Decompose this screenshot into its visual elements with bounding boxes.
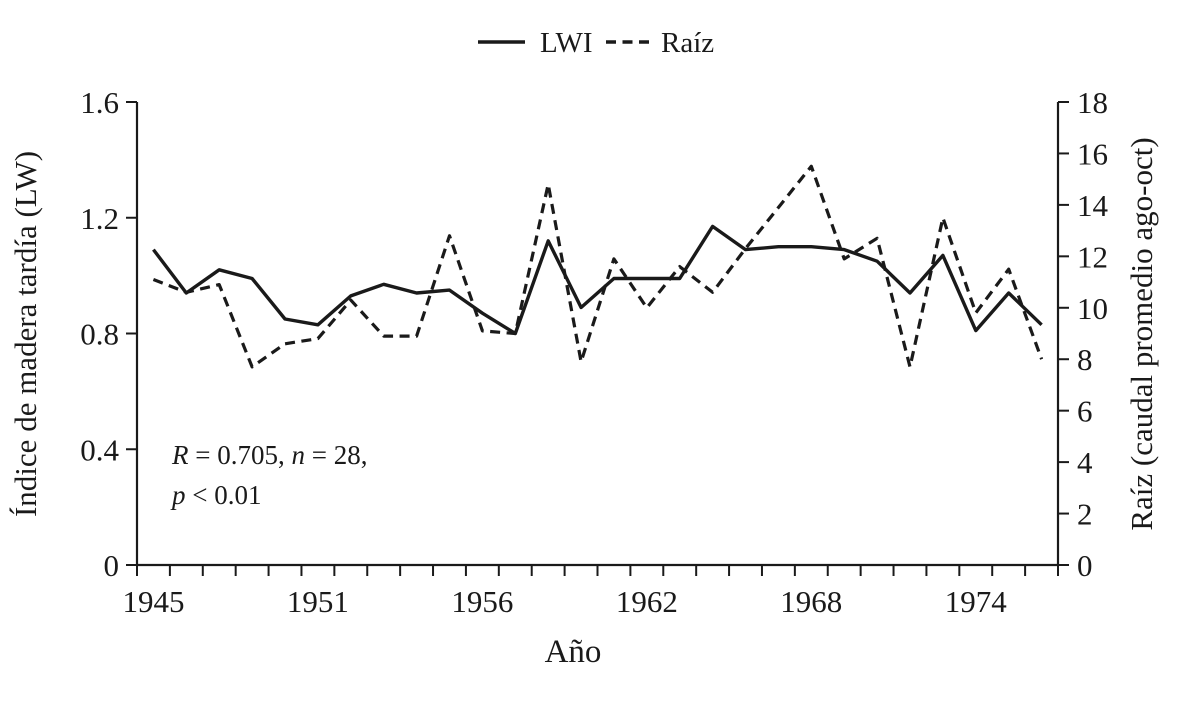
y-right-tick-label: 0 [1077,548,1093,583]
y-right-tick-label: 4 [1077,445,1093,480]
stats-annotation: R = 0.705, n = 28, p < 0.01 [170,440,367,510]
y-right-tick-label: 2 [1077,497,1093,532]
y-right-tick-label: 6 [1077,394,1093,429]
legend-lwi-label: LWI [540,27,593,59]
stats-r-symbol: R [171,440,189,470]
y-left-ticks: 0 0.4 0.8 1.2 1.6 [80,85,137,583]
y-left-tick-label: 0 [104,548,120,583]
y-right-tick-label: 12 [1077,239,1108,274]
y-right-tick-label: 14 [1077,188,1109,223]
x-tick-label: 1945 [122,584,184,619]
y-left-tick-label: 0.4 [80,432,119,467]
stats-line-2: p < 0.01 [170,480,261,510]
stats-r-value: = 0.705, [189,440,292,470]
x-tick-label: 1962 [616,584,678,619]
x-ticks: 1945 1951 1956 1962 1968 1974 [122,565,1059,619]
legend: LWI Raíz [478,27,714,59]
axes-frame [135,102,1060,567]
stats-n-value: = 28, [305,440,367,470]
y-left-tick-label: 1.6 [80,85,119,120]
raiz-series-line [152,164,1044,369]
stats-n-symbol: n [291,440,305,470]
y-right-tick-label: 16 [1077,136,1108,171]
y-right-ticks: 0 2 4 6 8 10 12 14 16 18 [1058,85,1109,583]
y-left-tick-label: 1.2 [80,201,119,236]
stats-p-value: < 0.01 [186,480,262,510]
stats-line-1: R = 0.705, n = 28, [171,440,367,470]
y-right-tick-label: 10 [1077,291,1108,326]
legend-raiz-label: Raíz [661,27,714,59]
lwi-series-line [152,224,1043,336]
stats-p-symbol: p [170,480,186,510]
y-left-axis-title: Índice de madera tardía (LW) [8,151,43,517]
x-tick-label: 1956 [451,584,513,619]
y-right-tick-label: 8 [1077,342,1093,377]
y-right-tick-label: 18 [1077,85,1108,120]
x-tick-label: 1974 [945,584,1008,619]
x-tick-label: 1951 [287,584,349,619]
y-left-tick-label: 0.8 [80,317,119,352]
x-axis-title: Año [545,634,602,670]
x-tick-label: 1968 [780,584,842,619]
y-right-axis-title: Raíz (caudal promedio ago-oct) [1124,137,1159,530]
